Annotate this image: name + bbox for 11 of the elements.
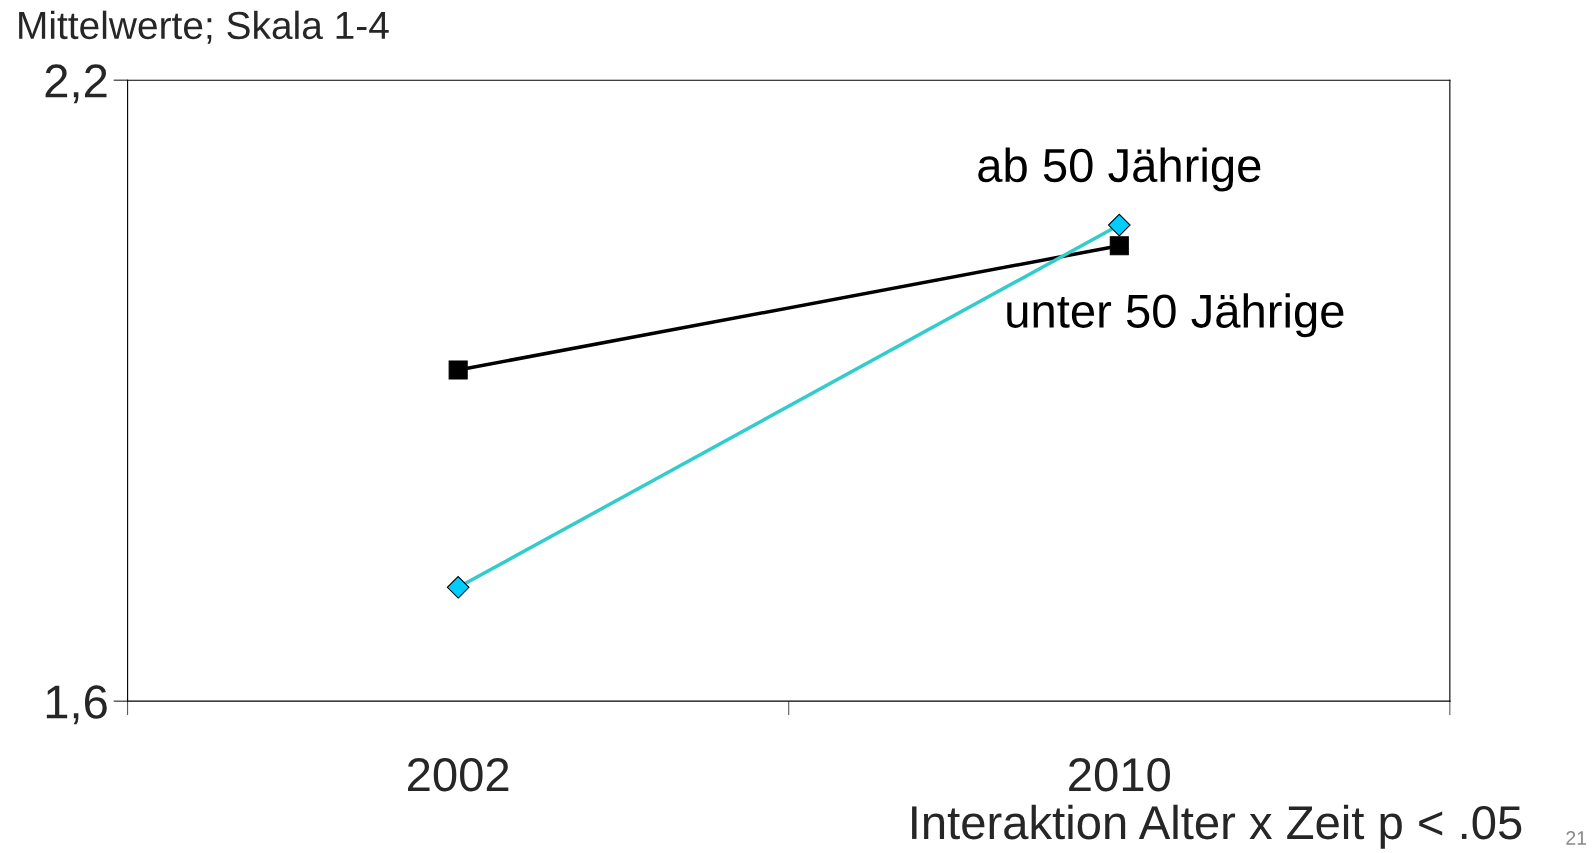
x-tick-label: 2010 (1069, 757, 1170, 792)
y-axis-title: Mittelwerte; Skala 1-4 (19, 10, 389, 44)
point (448, 360, 468, 380)
text: Interaktion Alter x Zeit p < .05 (912, 804, 1522, 849)
y-tick-label: 2,2 (45, 64, 107, 104)
x-tick-label: 2002 (408, 757, 509, 792)
series-label: unter 50 Jährige (1007, 293, 1344, 338)
point (1109, 236, 1129, 256)
series-label: ab 50 Jährige (978, 147, 1261, 192)
y-tick-label: 1,6 (46, 685, 107, 725)
text: 21 (1566, 831, 1587, 845)
